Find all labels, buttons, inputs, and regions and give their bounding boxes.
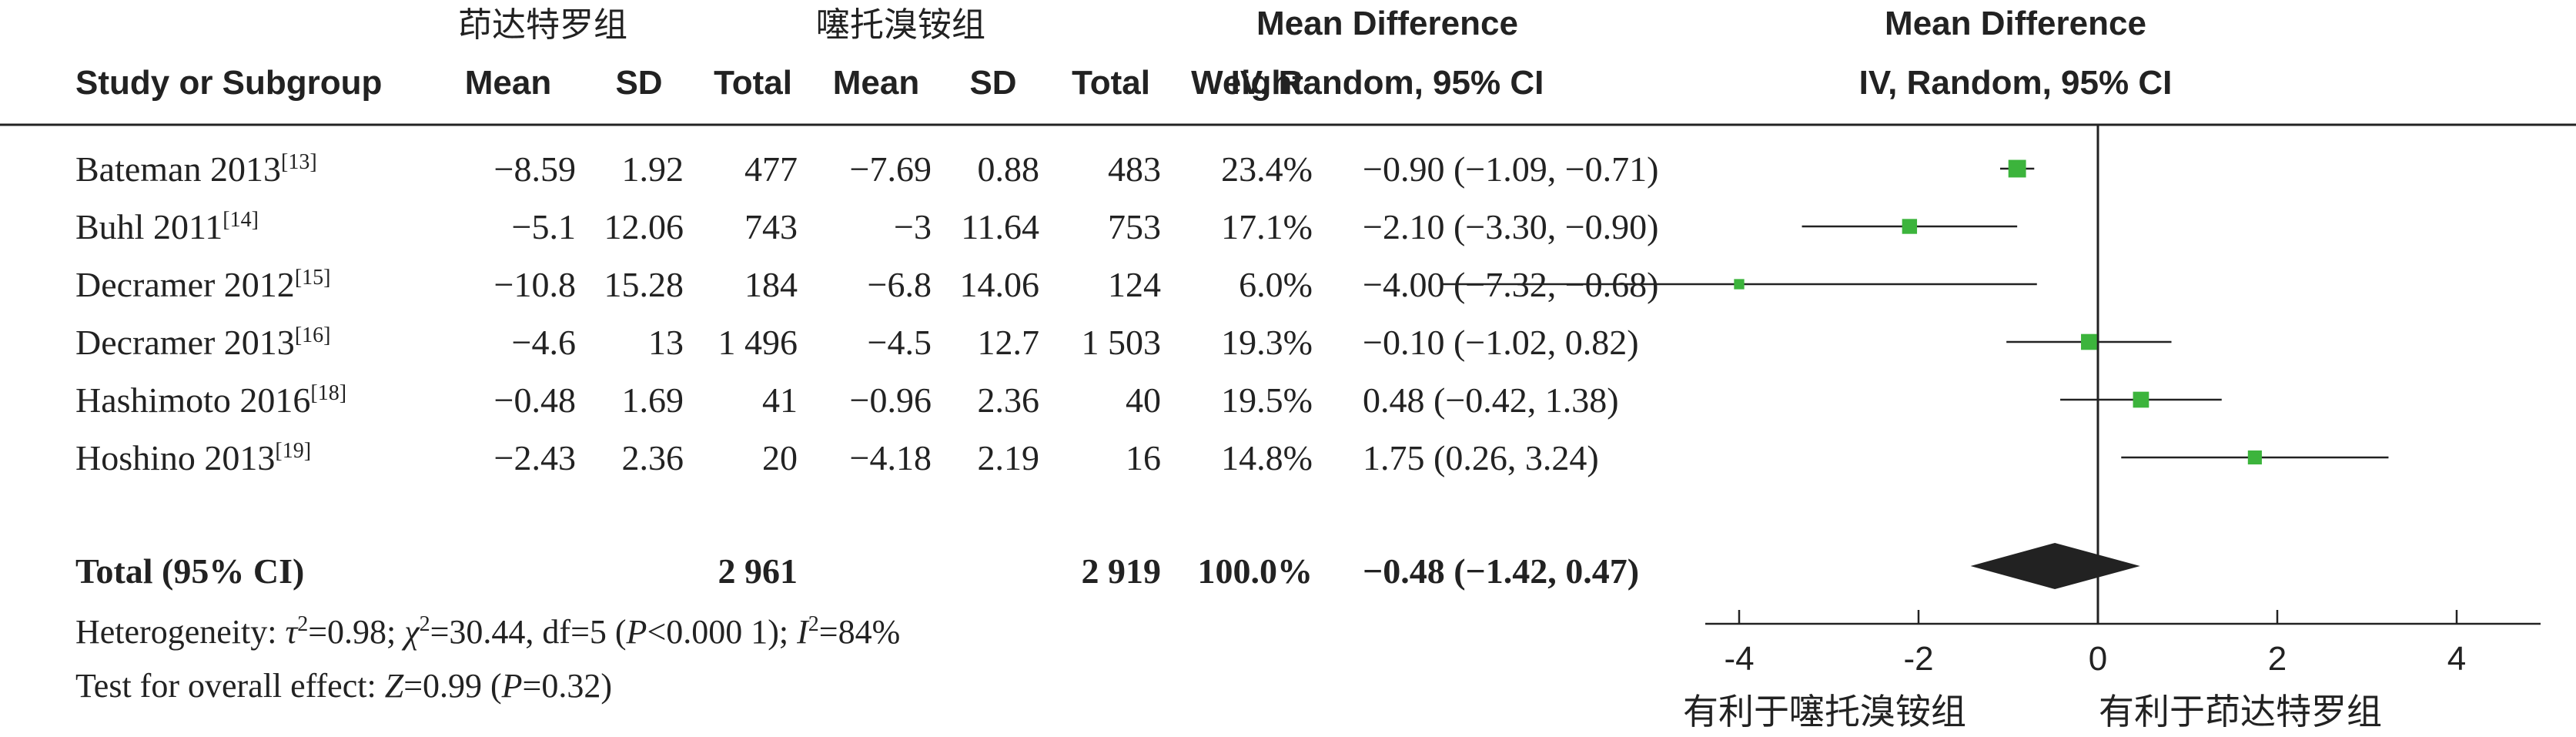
sd-e-value: 1.69 — [622, 380, 684, 420]
sd-c-value: 11.64 — [961, 207, 1039, 246]
sd-e-value: 13 — [648, 323, 684, 362]
plot-title: Mean Difference — [1885, 5, 2146, 42]
total-e-value: 41 — [762, 380, 798, 420]
ci-text: −0.10 (−1.02, 0.82) — [1363, 323, 1639, 362]
total-e-value: 2 961 — [718, 551, 798, 591]
sd-e-value: 12.06 — [604, 207, 684, 246]
mean-c-value: −6.8 — [868, 265, 932, 304]
weight-value: 6.0% — [1239, 265, 1313, 304]
effect-square — [2133, 391, 2149, 408]
weight-value: 17.1% — [1221, 207, 1313, 246]
total-c-value: 483 — [1108, 149, 1161, 189]
total-c-value: 1 503 — [1082, 323, 1162, 362]
study-name: Hashimoto 2016[18] — [75, 380, 346, 420]
effect-square — [2081, 333, 2097, 350]
weight-value: 19.5% — [1221, 380, 1313, 420]
mean-c-value: −4.18 — [850, 438, 932, 477]
mean-c-value: −4.5 — [868, 323, 932, 362]
md-column-title: Mean Difference — [1256, 5, 1518, 42]
ci-text: −0.90 (−1.09, −0.71) — [1363, 149, 1658, 189]
mean-c-value: −7.69 — [850, 149, 932, 189]
total-e-value: 184 — [744, 265, 798, 304]
sd-e-header: SD — [615, 64, 662, 102]
ci-text: 1.75 (0.26, 3.24) — [1363, 438, 1599, 477]
study-row: Hoshino 2013[19] −2.43 2.36 20 −4.18 2.19 16 14… — [75, 438, 1599, 477]
total-e-value: 743 — [744, 207, 798, 246]
mean-c-header: Mean — [833, 64, 919, 102]
study-column-header: Study or Subgroup — [75, 64, 382, 102]
mean-e-value: −10.8 — [494, 265, 576, 304]
mean-e-value: −2.43 — [494, 438, 576, 477]
study-name: Buhl 2011[14] — [75, 207, 259, 246]
experimental-group-header: 茚达特罗组 — [458, 5, 627, 45]
total-c-header: Total — [1072, 64, 1150, 102]
ci-text: −2.10 (−3.30, −0.90) — [1363, 207, 1658, 246]
study-rows: Bateman 2013[13] −8.59 1.92 477 −7.69 0.88 483… — [75, 149, 1658, 477]
study-row: Decramer 2012[15] −10.8 15.28 184 −6.8 14.06 1… — [75, 265, 1658, 304]
sd-c-value: 12.7 — [978, 323, 1040, 362]
total-ci-text: −0.48 (−1.42, 0.47) — [1363, 551, 1639, 591]
total-c-value: 124 — [1108, 265, 1161, 304]
mean-c-value: −3 — [894, 207, 932, 246]
total-label: Total (95% CI) — [75, 551, 304, 591]
study-name: Bateman 2013[13] — [75, 149, 317, 189]
total-e-value: 20 — [762, 438, 798, 477]
study-name: Decramer 2013[16] — [75, 323, 330, 362]
sd-e-value: 2.36 — [622, 438, 684, 477]
effect-square — [2247, 450, 2262, 465]
ci-text: 0.48 (−0.42, 1.38) — [1363, 380, 1619, 420]
sd-c-value: 2.36 — [978, 380, 1040, 420]
forest-plot-area: -4 -2 0 2 4 — [1441, 125, 2541, 678]
x-tick-label: -4 — [1724, 640, 1754, 678]
sd-e-value: 15.28 — [604, 265, 684, 304]
total-e-value: 1 496 — [718, 323, 798, 362]
total-c-value: 40 — [1126, 380, 1161, 420]
x-tick-label: 0 — [2089, 640, 2107, 678]
total-e-value: 477 — [744, 149, 798, 189]
mean-c-value: −0.96 — [850, 380, 932, 420]
sd-c-value: 14.06 — [960, 265, 1040, 304]
pooled-diamond — [1970, 543, 2140, 589]
weight-value: 23.4% — [1221, 149, 1313, 189]
sd-e-value: 1.92 — [622, 149, 684, 189]
mean-e-value: −0.48 — [494, 380, 576, 420]
weight-header: Weight — [1191, 64, 1303, 102]
mean-e-value: −8.59 — [494, 149, 576, 189]
total-e-header: Total — [714, 64, 792, 102]
study-row: Bateman 2013[13] −8.59 1.92 477 −7.69 0.88 483… — [75, 149, 1658, 189]
effect-square — [1902, 219, 1918, 234]
plot-method-header: IV, Random, 95% CI — [1859, 64, 2173, 102]
effect-square — [2008, 159, 2026, 178]
total-c-value: 16 — [1126, 438, 1161, 477]
study-name: Decramer 2012[15] — [75, 265, 330, 304]
sd-c-value: 2.19 — [978, 438, 1040, 477]
mean-e-header: Mean — [465, 64, 551, 102]
weight-value: 14.8% — [1221, 438, 1313, 477]
favours-right-label: 有利于茚达特罗组 — [2099, 691, 2382, 732]
sd-c-header: SD — [969, 64, 1016, 102]
x-tick-label: -2 — [1903, 640, 1933, 678]
weight-value: 19.3% — [1221, 323, 1313, 362]
effect-square — [1734, 279, 1745, 290]
x-tick-label: 2 — [2268, 640, 2287, 678]
total-c-value: 2 919 — [1082, 551, 1162, 591]
md-method-header: IV, Random, 95% CI — [1231, 64, 1544, 102]
favours-left-label: 有利于噻托溴铵组 — [1683, 691, 1966, 732]
mean-e-value: −4.6 — [512, 323, 576, 362]
total-c-value: 753 — [1108, 207, 1161, 246]
study-row: Decramer 2013[16] −4.6 13 1 496 −4.5 12.7 1 50… — [75, 323, 1639, 362]
mean-e-value: −5.1 — [512, 207, 576, 246]
study-name: Hoshino 2013[19] — [75, 438, 311, 477]
study-row: Buhl 2011[14] −5.1 12.06 743 −3 11.64 753 17.1%… — [75, 207, 1658, 246]
sd-c-value: 0.88 — [978, 149, 1040, 189]
control-group-header: 噻托溴铵组 — [816, 5, 985, 45]
heterogeneity-text: Heterogeneity: τ2=0.98; χ2=30.44, df=5 (… — [75, 612, 900, 651]
x-tick-label: 4 — [2447, 640, 2466, 678]
overall-effect-text: Test for overall effect: Z=0.99 (P=0.32) — [75, 667, 612, 705]
study-row: Hashimoto 2016[18] −0.48 1.69 41 −0.96 2.36 40… — [75, 380, 1619, 420]
total-weight-value: 100.0% — [1198, 551, 1313, 591]
